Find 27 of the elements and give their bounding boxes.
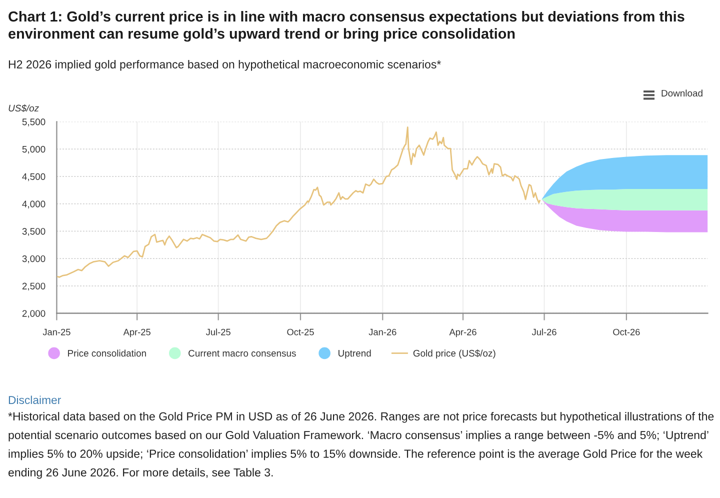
x-tick-label: Jan-25 (42, 328, 70, 336)
y-tick-label: 2,500 (22, 282, 46, 291)
y-tick-label: 3,000 (22, 255, 46, 264)
x-tick-label: Jul-25 (206, 328, 230, 336)
text: Disclaimer (8, 396, 61, 404)
legend-label: Uptrend (338, 350, 371, 358)
x-tick-label: Oct-26 (613, 328, 640, 336)
y-tick-label: 5,500 (22, 118, 46, 126)
y-axis-title: US$/oz (8, 104, 39, 112)
y-tick-label: 2,000 (22, 310, 46, 318)
text: *Historical data based on the Gold Price PM in USD as of 26 June 2026. Ranges are not price forecasts but hypothetical illustrations of the potential scenario outcomes based on our Gold Valuation Framework. ‘Macro consensus’ implies a range between -5% and 5%; ‘Uptrend’ implies 5% to 20% upside; ‘Price consolidation’ implies 5% to 15% downside. The reference point is the average Gold Price for the week ending 26 June 2026. For more details, see Table 3. (8, 412, 714, 479)
x-tick-label: Jul-26 (532, 328, 556, 336)
y-tick-label: 5,000 (22, 146, 46, 154)
x-tick-label: Apr-25 (123, 328, 150, 338)
legend-label: Gold price (US$/oz) (413, 350, 496, 358)
chart-title: Chart 1: Gold’s current price is in line with macro consensus expectations but deviations from this environment can resume gold’s upward trend or bring price consolidation (8, 11, 684, 42)
legend-label: Price consolidation (68, 350, 146, 357)
line-series (56, 126, 541, 278)
y-tick-label: 4,000 (22, 200, 46, 208)
text: Download (662, 90, 702, 97)
y-tick-label: 3,500 (22, 228, 46, 236)
chart-subtitle: H2 2026 implied gold performance based on hypothetical macroeconomic scenarios* (8, 60, 441, 71)
y-tick-label: 4,500 (22, 173, 46, 182)
x-tick-label: Apr-26 (449, 328, 476, 338)
legend-label: Current macro consensus (188, 350, 296, 357)
x-tick-label: Oct-25 (287, 328, 314, 336)
x-tick-label: Jan-26 (368, 328, 396, 336)
